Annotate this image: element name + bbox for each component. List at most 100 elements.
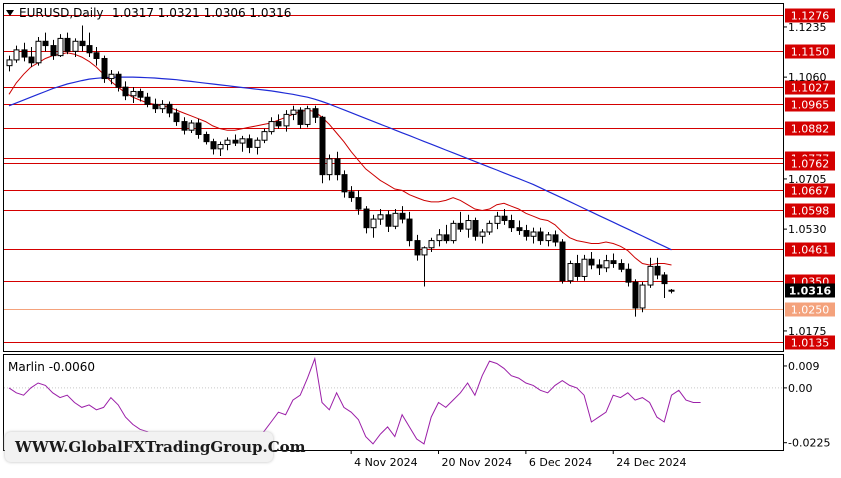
candle-body-22 [166, 103, 173, 114]
level-tag-3 [785, 97, 835, 112]
candle-body-81 [596, 264, 603, 269]
candle-50 [370, 214, 377, 238]
candle-10 [79, 25, 86, 52]
candle-61 [450, 220, 457, 244]
candle-body-78 [574, 263, 581, 277]
candle-body-79 [581, 258, 588, 277]
symbol-dropdown-icon[interactable] [6, 10, 14, 16]
candle-body-88 [647, 265, 654, 286]
candle-87 [639, 282, 646, 313]
candle-48 [355, 190, 362, 215]
price-tick-label-3: 1.0530 [788, 223, 827, 236]
candle-43 [319, 115, 326, 184]
candle-body-3 [28, 56, 35, 64]
candle-body-71 [523, 230, 530, 237]
candle-body-58 [428, 240, 435, 249]
candle-2 [21, 42, 28, 62]
candle-56 [414, 234, 421, 261]
fast-moving-average [8, 52, 672, 266]
price-pane[interactable] [3, 3, 784, 352]
osc-tick-label-1: 0.00 [788, 382, 813, 395]
candle-body-74 [545, 234, 552, 242]
candle-74 [545, 231, 552, 247]
candle-41 [304, 105, 311, 128]
date-tick-label-3: 24 Dec 2024 [616, 456, 686, 469]
level-label-6: 1.0762 [791, 158, 830, 171]
level-label-11: 1.0250 [791, 304, 830, 317]
candle-65 [479, 229, 486, 244]
candle-60 [443, 224, 450, 244]
level-tag-6 [785, 156, 835, 171]
candle-body-23 [173, 112, 180, 123]
candle-body-59 [436, 234, 443, 242]
level-label-0: 1.1276 [791, 10, 830, 23]
candle-body-7 [57, 37, 64, 57]
date-tick-label-1: 20 Nov 2024 [442, 456, 512, 469]
candle-body-41 [304, 108, 311, 125]
candle-body-0 [6, 59, 13, 67]
candle-24 [181, 117, 188, 135]
indicator-pane[interactable] [3, 354, 784, 451]
candle-30 [224, 137, 231, 151]
candle-body-11 [86, 45, 93, 54]
candle-4 [35, 36, 42, 66]
candle-body-17 [130, 90, 137, 97]
candle-14 [108, 69, 115, 85]
candle-42 [312, 105, 319, 124]
candle-body-12 [93, 52, 100, 59]
candle-16 [122, 81, 129, 101]
candle-68 [501, 209, 508, 225]
candle-body-14 [108, 73, 115, 80]
level-tag-7 [785, 183, 835, 198]
date-tick-label-2: 6 Dec 2024 [529, 456, 592, 469]
candle-body-34 [254, 139, 261, 148]
candle-57 [421, 246, 428, 287]
candle-39 [290, 105, 297, 121]
candle-51 [377, 209, 384, 225]
candle-18 [137, 88, 144, 102]
candle-40 [297, 107, 304, 129]
candle-body-87 [639, 284, 646, 309]
candle-66 [486, 220, 493, 235]
candle-21 [159, 100, 166, 113]
candle-7 [57, 34, 64, 58]
candle-53 [392, 209, 399, 230]
candle-body-1 [13, 49, 20, 61]
candle-58 [428, 237, 435, 253]
candle-body-36 [268, 121, 275, 133]
candle-25 [188, 120, 195, 134]
osc-tick-label-0: 0.009 [788, 360, 820, 373]
candle-body-86 [632, 281, 639, 309]
candle-84 [618, 259, 625, 273]
candle-body-28 [210, 141, 217, 150]
candle-0 [6, 55, 13, 72]
candle-body-43 [319, 116, 326, 176]
candle-body-82 [603, 260, 610, 269]
candle-9 [72, 38, 79, 58]
candle-body-8 [64, 37, 71, 52]
level-label-4: 1.0882 [791, 123, 830, 136]
candle-body-30 [224, 139, 231, 146]
candle-body-53 [392, 212, 399, 227]
candle-36 [268, 117, 275, 135]
candle-body-40 [297, 109, 304, 125]
candle-body-26 [195, 122, 202, 135]
candle-34 [254, 137, 261, 155]
candle-31 [232, 134, 239, 146]
candle-body-16 [122, 86, 129, 97]
level-tag-9 [785, 242, 835, 257]
level-tag-1 [785, 44, 835, 59]
candle-17 [130, 87, 137, 103]
candle-52 [385, 210, 392, 232]
symbol-timeframe: EURUSD,Daily [19, 6, 104, 20]
candle-body-5 [42, 40, 49, 47]
candle-body-89 [654, 265, 661, 276]
candle-body-6 [50, 45, 57, 57]
candle-body-57 [421, 247, 428, 256]
candle-26 [195, 118, 202, 139]
candle-47 [348, 186, 355, 202]
candle-5 [42, 32, 49, 52]
price-tick-label-1: 1.1060 [788, 71, 827, 84]
candle-67 [494, 211, 501, 230]
